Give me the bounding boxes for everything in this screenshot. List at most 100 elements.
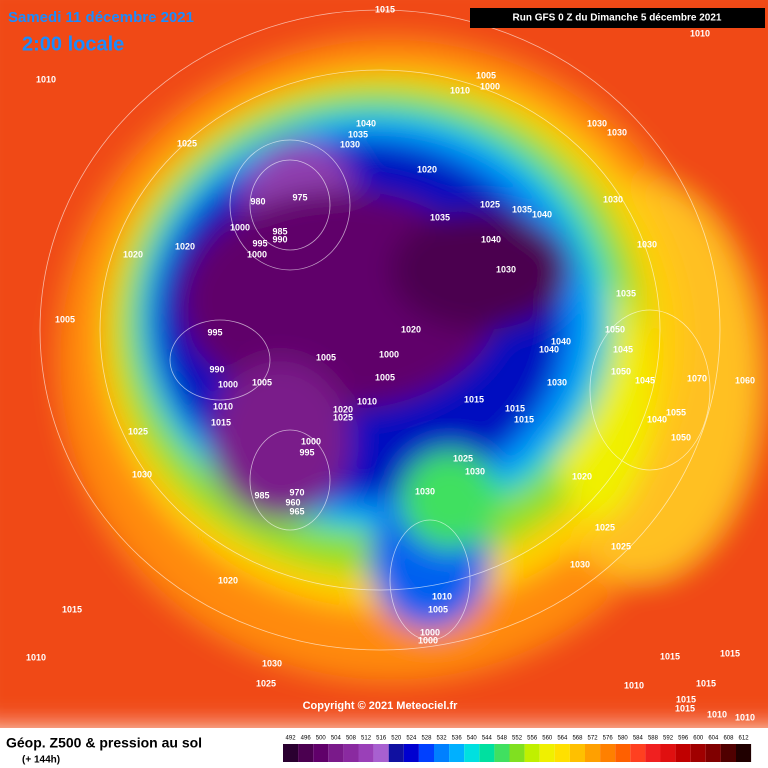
scale-tick-label: 536	[452, 736, 463, 742]
pressure-label: 970	[289, 487, 304, 497]
scale-cell	[645, 744, 661, 762]
pressure-label: 1050	[611, 366, 631, 376]
pressure-label: 1015	[505, 403, 525, 413]
pressure-label: 1010	[213, 401, 233, 411]
pressure-label: 985	[254, 490, 269, 500]
pressure-label: 1030	[262, 658, 282, 668]
pressure-label: 1035	[616, 288, 636, 298]
footer-title: Géop. Z500 & pression au sol	[6, 735, 202, 751]
pressure-label: 1040	[481, 234, 501, 244]
scale-tick-label: 492	[286, 736, 297, 742]
pressure-label: 1035	[430, 212, 450, 222]
pressure-label: 960	[285, 497, 300, 507]
pressure-label: 1050	[605, 324, 625, 334]
scale-tick-label: 516	[376, 736, 387, 742]
pressure-label: 1010	[624, 680, 644, 690]
pressure-label: 1000	[379, 349, 399, 359]
pressure-label: 1020	[572, 471, 592, 481]
pressure-label: 965	[289, 506, 304, 516]
scale-tick-label: 572	[588, 736, 599, 742]
scale-tick-label: 504	[331, 736, 342, 742]
pressure-label: 1030	[465, 466, 485, 476]
scale-cell	[539, 744, 555, 762]
scale-cell	[736, 744, 752, 762]
scale-tick-label: 508	[346, 736, 357, 742]
scale-cell	[509, 744, 525, 762]
pressure-label: 1020	[417, 164, 437, 174]
scale-tick-label: 548	[497, 736, 508, 742]
scale-tick-label: 600	[693, 736, 704, 742]
scale-cell	[554, 744, 570, 762]
pressure-label: 1005	[476, 70, 496, 80]
scale-tick-label: 564	[557, 736, 568, 742]
scale-tick-label: 556	[527, 736, 538, 742]
pressure-label: 1020	[175, 241, 195, 251]
isobars	[39, 9, 721, 651]
pressure-label: 1025	[256, 678, 276, 688]
pressure-label: 1020	[333, 404, 353, 414]
pressure-label: 1070	[687, 373, 707, 383]
pressure-label: 1025	[595, 522, 615, 532]
pressure-label: 1000	[301, 436, 321, 446]
scale-tick-label: 512	[361, 736, 372, 742]
pressure-label: 995	[207, 327, 222, 337]
pressure-label: 1020	[218, 575, 238, 585]
pressure-label: 985	[272, 226, 287, 236]
scale-cell	[524, 744, 540, 762]
pressure-label: 1005	[428, 604, 448, 614]
scale-tick-label: 584	[633, 736, 644, 742]
pressure-label: 995	[299, 447, 314, 457]
pressure-label: 1040	[356, 118, 376, 128]
pressure-label: 1010	[357, 396, 377, 406]
pressure-label: 1020	[401, 324, 421, 334]
scale-cell	[585, 744, 601, 762]
pressure-label: 1015	[211, 417, 231, 427]
scale-cell	[630, 744, 646, 762]
pressure-label: 1030	[607, 127, 627, 137]
scale-tick-label: 604	[708, 736, 719, 742]
pressure-label: 1005	[316, 352, 336, 362]
scale-cell	[720, 744, 736, 762]
pressure-label: 1055	[666, 407, 686, 417]
pressure-label: 1010	[690, 28, 710, 38]
pressure-label: 1010	[432, 591, 452, 601]
scale-cell	[660, 744, 676, 762]
pressure-label: 1040	[551, 336, 571, 346]
scale-tick-label: 576	[603, 736, 614, 742]
pressure-label: 1010	[26, 652, 46, 662]
pressure-label: 995	[252, 238, 267, 248]
pressure-label: 1010	[36, 74, 56, 84]
scale-cell	[313, 744, 329, 762]
scale-tick-label: 592	[663, 736, 674, 742]
map-field	[0, 0, 768, 730]
scale-cell	[479, 744, 495, 762]
scale-tick-label: 544	[482, 736, 493, 742]
pressure-label: 1030	[340, 139, 360, 149]
scale-tick-label: 532	[437, 736, 448, 742]
pressure-label: 1015	[720, 648, 740, 658]
scale-cell	[403, 744, 419, 762]
pressure-label: 1020	[123, 249, 143, 259]
pressure-label: 1015	[675, 703, 695, 713]
scale-tick-label: 524	[406, 736, 417, 742]
time: 2:00 locale	[22, 33, 124, 55]
pressure-label: 1030	[637, 239, 657, 249]
pressure-label: 1035	[348, 129, 368, 139]
scale-tick-label: 580	[618, 736, 629, 742]
pressure-label: 1040	[647, 414, 667, 424]
pressure-label: 1000	[418, 635, 438, 645]
scale-cell	[388, 744, 404, 762]
copyright: Copyright © 2021 Meteociel.fr	[303, 700, 459, 712]
run-box	[470, 8, 765, 28]
pressure-label: 1010	[707, 709, 727, 719]
scale-cell	[615, 744, 631, 762]
scale-cell	[358, 744, 374, 762]
scale-tick-label: 540	[467, 736, 478, 742]
pressure-label: 1040	[532, 209, 552, 219]
pressure-label: 1040	[539, 344, 559, 354]
color-scale: 492 496 500 504 508 512 516 520 524 528 532 536 540 5…	[283, 736, 752, 762]
pressure-label: 1045	[613, 344, 633, 354]
